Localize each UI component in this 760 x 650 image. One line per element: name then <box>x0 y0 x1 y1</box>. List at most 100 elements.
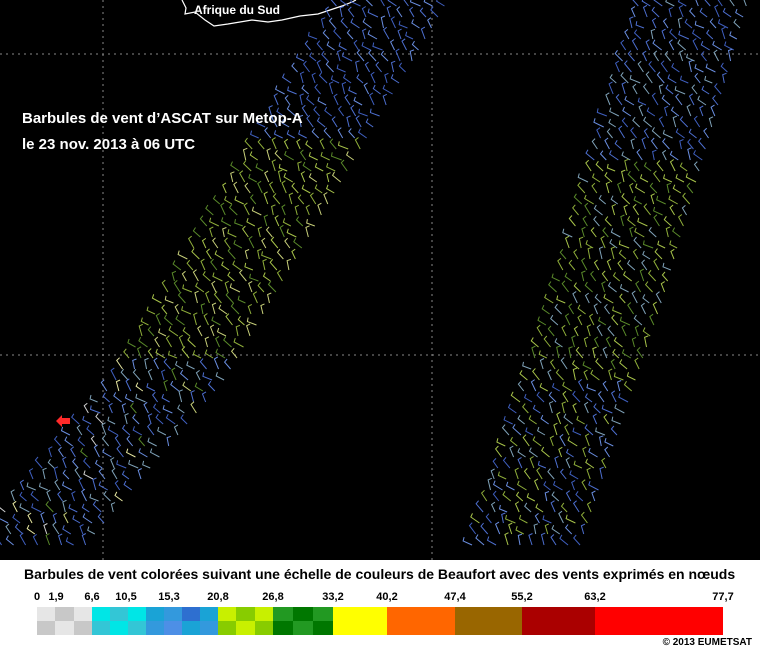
wind-barb <box>572 402 577 414</box>
wind-barb <box>631 37 639 51</box>
wind-barb <box>611 314 619 326</box>
wind-barb <box>209 217 220 227</box>
wind-barb <box>205 204 214 216</box>
wind-barb <box>271 204 276 216</box>
wind-barb <box>291 62 298 73</box>
wind-barbs-map <box>0 0 760 560</box>
wind-barb <box>293 238 303 249</box>
wind-barb <box>645 71 653 84</box>
wind-barb <box>644 335 649 348</box>
wind-barb <box>386 5 392 18</box>
scale-cell <box>522 607 595 635</box>
wind-barb <box>329 138 337 150</box>
wind-barb <box>651 6 660 18</box>
wind-barb <box>704 75 713 84</box>
scale-cell <box>387 607 455 635</box>
wind-barb <box>675 173 685 183</box>
wind-barb <box>645 39 651 51</box>
wind-barb <box>564 424 570 436</box>
legend-tick-label: 55,2 <box>511 591 533 603</box>
wind-barb <box>380 0 385 7</box>
wind-barb <box>136 346 142 359</box>
wind-barb <box>559 434 566 447</box>
wind-barb <box>314 184 323 194</box>
wind-barb <box>409 6 415 18</box>
scale-cell <box>200 621 218 635</box>
wind-barb <box>244 262 254 271</box>
scale-cell <box>73 607 92 621</box>
wind-barb <box>121 424 131 436</box>
wind-barb <box>168 350 178 359</box>
wind-barb <box>87 526 96 535</box>
wind-barb <box>409 49 415 62</box>
wind-barb <box>331 171 342 183</box>
wind-barb <box>257 226 263 238</box>
wind-barb <box>621 151 631 161</box>
wind-barb <box>212 194 221 205</box>
wind-barb <box>14 523 24 535</box>
wind-barb <box>339 5 345 18</box>
wind-barb <box>239 170 246 183</box>
wind-barb <box>549 359 556 370</box>
wind-barb <box>347 6 355 18</box>
wind-barb <box>635 280 642 293</box>
wind-barb <box>229 283 241 293</box>
wind-barb <box>300 171 306 183</box>
scale-cell <box>313 621 333 635</box>
wind-barb <box>572 291 578 304</box>
wind-barb <box>485 513 492 524</box>
wind-barb <box>517 533 523 546</box>
wind-barb <box>363 82 370 95</box>
wind-barb <box>83 470 94 480</box>
wind-barb <box>678 30 690 40</box>
wind-barb <box>100 379 108 392</box>
wind-barb <box>147 368 153 381</box>
wind-barb <box>305 140 313 150</box>
wind-barb <box>577 304 586 315</box>
wind-barb <box>505 481 515 491</box>
wind-barb <box>691 84 698 95</box>
wind-barb <box>565 457 571 469</box>
wind-barb <box>591 173 601 183</box>
wind-barb <box>365 118 374 128</box>
scale-cell <box>254 607 273 621</box>
wind-barb <box>348 86 357 95</box>
wind-barb <box>271 137 277 150</box>
wind-barb <box>617 181 622 194</box>
wind-barb <box>211 316 221 326</box>
wind-barb <box>138 435 146 447</box>
wind-barb <box>12 513 21 524</box>
wind-barb <box>624 158 629 172</box>
wind-barb <box>475 500 484 513</box>
wind-barb <box>608 118 616 128</box>
wind-barb <box>330 75 340 84</box>
wind-barb <box>562 381 572 392</box>
wind-barb <box>509 436 518 447</box>
wind-barb <box>319 138 325 150</box>
wind-barb <box>320 17 326 29</box>
wind-barb <box>192 227 201 238</box>
wind-barb <box>340 17 348 29</box>
scale-cell <box>218 621 237 635</box>
wind-barb <box>639 174 649 183</box>
wind-barb <box>225 313 233 326</box>
wind-barb <box>492 490 500 502</box>
wind-barb <box>593 204 603 216</box>
wind-barb <box>314 163 324 172</box>
wind-barb <box>580 523 586 535</box>
wind-barb <box>665 84 674 95</box>
wind-barb <box>175 315 185 326</box>
wind-barb <box>45 501 54 513</box>
wind-barb <box>639 268 645 282</box>
wind-barb <box>295 216 304 227</box>
wind-barb <box>223 336 232 348</box>
wind-barb <box>693 115 701 128</box>
wind-barb <box>588 313 595 326</box>
wind-barb <box>409 0 421 7</box>
wind-barb <box>501 512 506 524</box>
wind-barb <box>130 402 137 414</box>
wind-barb <box>324 6 331 18</box>
wind-barb <box>637 97 647 106</box>
wind-barb <box>517 456 523 469</box>
wind-barb <box>200 258 206 271</box>
